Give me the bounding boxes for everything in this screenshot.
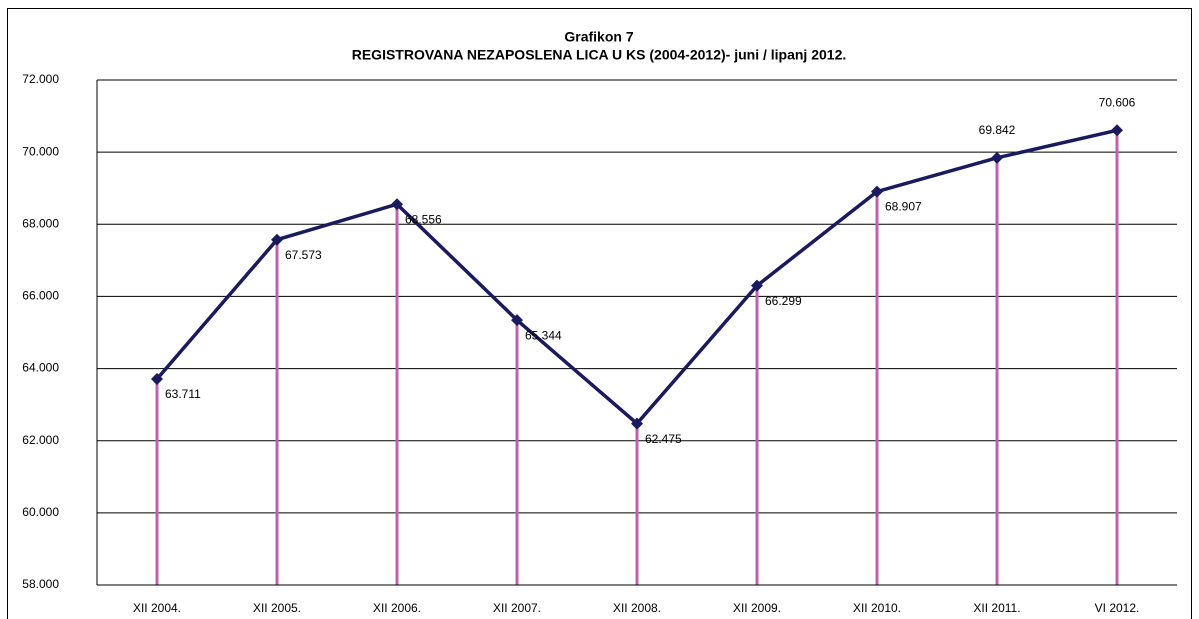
data-label: 68.907: [885, 200, 922, 214]
x-tick-label: XII 2011.: [973, 601, 1020, 615]
marker: [871, 185, 883, 198]
marker: [151, 372, 163, 385]
line: [155, 128, 1118, 427]
x-tick-label: XII 2009.: [733, 601, 781, 615]
data-label: 62.475: [645, 432, 682, 446]
x-tick-label: XII 2010.: [853, 601, 901, 615]
data-label: 63.711: [165, 387, 201, 401]
y-tick-label: 66.000: [22, 289, 59, 303]
x-tick-label: XII 2005.: [253, 601, 301, 615]
y-tick-label: 64.000: [22, 361, 59, 375]
data-label: 66.299: [765, 294, 802, 308]
marker: [1111, 124, 1123, 137]
x-tick-label: VI 2012.: [1095, 601, 1140, 615]
marker: [991, 151, 1003, 164]
y-tick-label: 70.000: [22, 144, 59, 158]
x-tick-label: XII 2006.: [373, 601, 421, 615]
marker: [751, 279, 763, 292]
data-label: 70.606: [1099, 95, 1136, 109]
y-tick-label: 58.000: [22, 577, 59, 591]
y-tick-label: 60.000: [22, 505, 59, 519]
marker: [631, 417, 643, 430]
x-tick-label: XII 2004.: [133, 601, 181, 615]
y-tick-label: 68.000: [22, 216, 59, 230]
y-tick-label: 62.000: [22, 433, 59, 447]
marker: [511, 314, 523, 327]
data-label: 69.842: [979, 123, 1016, 137]
chart-title: Grafikon 7: [564, 29, 633, 45]
data-label: 67.573: [285, 248, 322, 262]
chart-subtitle: REGISTROVANA NEZAPOSLENA LICA U KS (2004…: [352, 47, 847, 63]
marker: [271, 233, 283, 246]
y-tick-label: 72.000: [22, 72, 59, 86]
x-tick-label: XII 2007.: [493, 601, 541, 615]
data-label: 68.556: [405, 212, 442, 226]
data-label: 65.344: [525, 328, 562, 342]
x-tick-label: XII 2008.: [613, 601, 661, 615]
chart-frame: [7, 8, 1192, 619]
marker: [391, 198, 403, 211]
